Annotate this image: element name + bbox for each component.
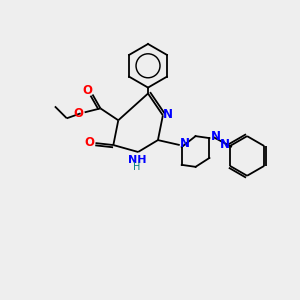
Text: H: H <box>134 162 141 172</box>
Text: O: O <box>74 107 84 120</box>
Text: N: N <box>220 138 230 151</box>
Text: N: N <box>210 130 220 142</box>
Text: NH: NH <box>128 155 146 165</box>
Text: O: O <box>82 84 93 97</box>
Text: O: O <box>85 136 94 148</box>
Text: N: N <box>180 136 190 150</box>
Text: N: N <box>163 108 173 121</box>
